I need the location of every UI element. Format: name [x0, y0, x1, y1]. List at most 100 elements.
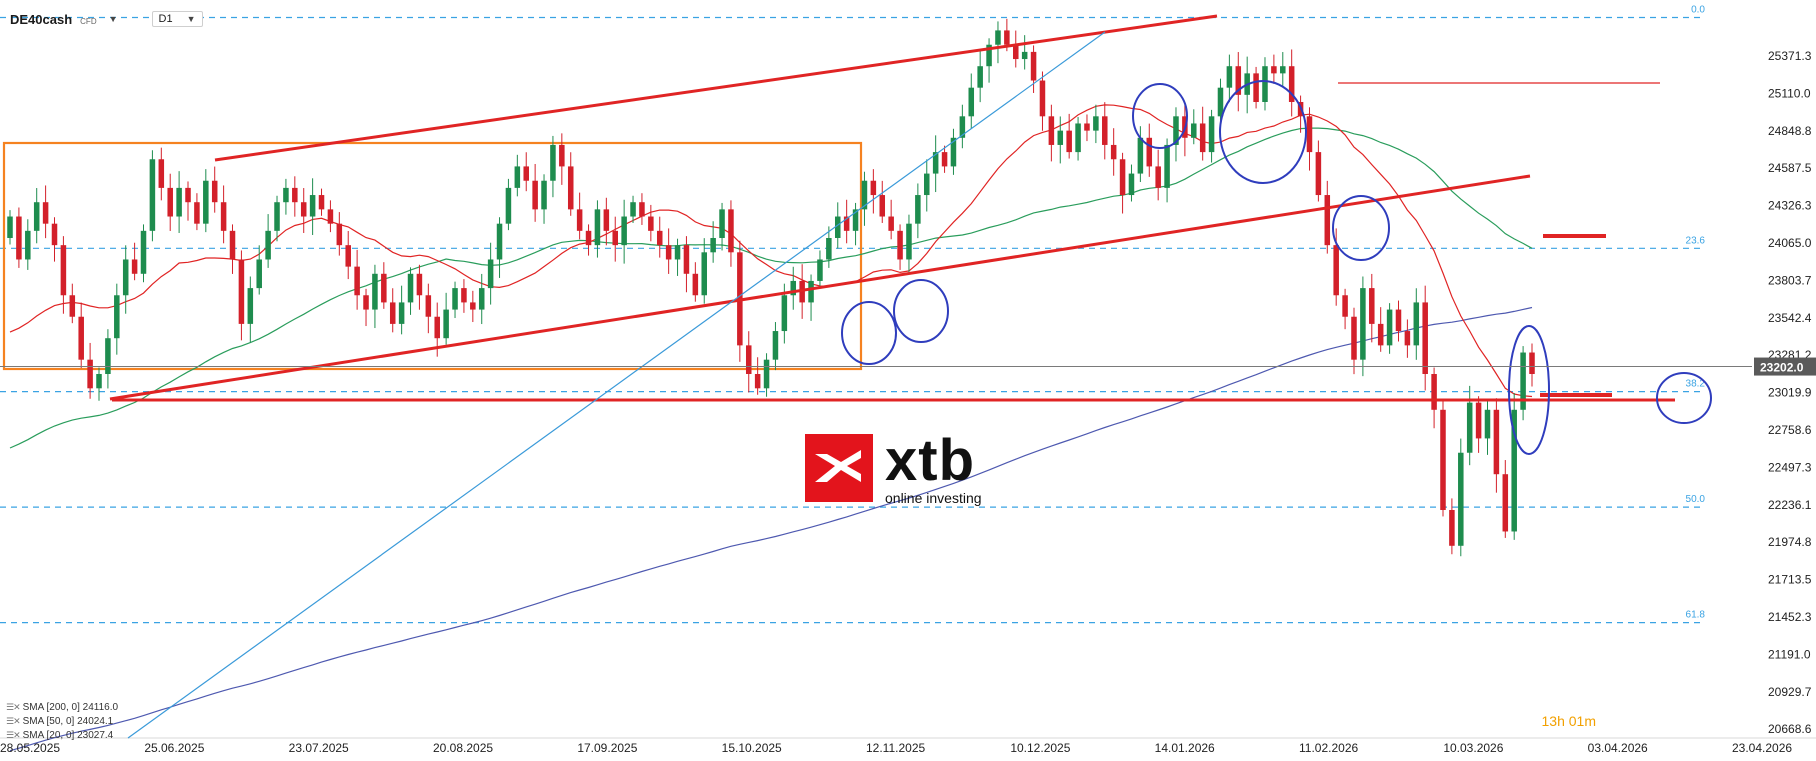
candle-body: [309, 195, 316, 217]
time-tick-label: 25.06.2025: [144, 741, 204, 755]
candle-body: [701, 252, 708, 296]
candle-body: [167, 187, 173, 217]
candle-body: [968, 87, 975, 117]
candle-body: [425, 295, 432, 317]
candle-body: [69, 295, 76, 317]
highlight-ellipse: [841, 301, 897, 365]
candle-body: [470, 302, 476, 310]
candle-body: [345, 245, 351, 267]
candle-body: [1404, 331, 1411, 346]
price-tick-label: 22236.1: [1768, 498, 1812, 512]
consolidation-box: [2, 141, 863, 371]
candle-body: [194, 202, 200, 224]
candle-body: [906, 223, 912, 260]
candle-body: [131, 259, 138, 274]
candle-body: [648, 216, 654, 231]
candle-body: [211, 180, 218, 203]
price-tick-label: 24326.3: [1768, 199, 1812, 213]
fibonacci-levels: 0.0 23.6 38.2 50.0 61.8: [0, 5, 1706, 624]
time-tick-label: 20.08.2025: [433, 741, 493, 755]
candle-body: [292, 187, 298, 203]
candle-body: [745, 345, 752, 374]
price-tick-label: 25110.0: [1768, 86, 1811, 100]
candle-body: [852, 209, 859, 231]
candle-body: [1377, 323, 1384, 346]
candle-body: [1004, 30, 1010, 45]
candle-body: [888, 216, 894, 231]
candle-body: [665, 245, 672, 260]
candle-body: [389, 302, 396, 324]
candle-body: [790, 280, 797, 296]
candle-body: [434, 316, 440, 339]
candle-body: [363, 295, 369, 310]
candle-body: [1262, 66, 1268, 102]
candle-body: [1511, 409, 1517, 532]
symbol-tag: CFD: [80, 16, 97, 26]
candle-body: [416, 273, 423, 296]
menu-close-icon[interactable]: ☰✕: [6, 715, 21, 726]
candle-body: [87, 359, 93, 389]
candle-body: [576, 209, 583, 231]
candle-body: [621, 216, 627, 246]
candle-body: [158, 159, 165, 188]
legend-label: SMA [50, 0] 24024.1: [22, 715, 114, 727]
candle-body: [203, 180, 209, 224]
candle-body: [1235, 66, 1242, 95]
price-tick-label: 21452.3: [1768, 610, 1812, 624]
candle-body: [1351, 316, 1357, 360]
candle-body: [229, 230, 236, 260]
candle-body: [1288, 66, 1295, 102]
candle-body: [1119, 159, 1126, 196]
current-price-badge: [1754, 357, 1816, 376]
candle-body: [941, 152, 948, 167]
price-tick-label: 24065.0: [1768, 236, 1812, 250]
candle-body: [256, 259, 262, 289]
candle-body: [630, 202, 636, 217]
candle-body: [1369, 288, 1375, 324]
candle-body: [959, 116, 966, 138]
candle-body: [1057, 130, 1064, 145]
candle-body: [407, 273, 414, 303]
moving-averages: [9, 104, 1533, 752]
legend-item[interactable]: ☰✕ SMA [20, 0] 23027.4: [6, 728, 118, 742]
candle-body: [274, 202, 280, 231]
candle-body: [603, 209, 610, 231]
candle-body: [122, 259, 129, 296]
time-axis: 28.05.2025 25.06.2025 23.07.2025 20.08.2025…: [0, 741, 1792, 755]
highlight-ellipse: [1132, 83, 1188, 149]
candle-body: [1440, 409, 1446, 510]
candlesticks: [7, 18, 1535, 557]
candle-body: [336, 223, 343, 246]
candle-body: [1199, 123, 1206, 153]
candle-body: [977, 66, 983, 88]
candle-body: [1271, 66, 1277, 74]
chevron-down-icon[interactable]: ▼: [108, 14, 118, 24]
candle-body: [1021, 51, 1028, 60]
candle-body: [140, 230, 147, 274]
menu-close-icon[interactable]: ☰✕: [6, 701, 21, 712]
candle-body: [932, 152, 939, 174]
symbol-name[interactable]: DE40cash: [10, 11, 73, 27]
candle-body: [639, 202, 645, 217]
fibonacci-label: 38.2: [1686, 379, 1706, 390]
timeframe-selector[interactable]: D1 ▼: [151, 11, 203, 27]
time-tick-label: 23.04.2026: [1732, 741, 1792, 755]
chevron-down-icon: ▼: [186, 14, 196, 24]
legend-item[interactable]: ☰✕ SMA [50, 0] 24024.1: [6, 714, 118, 728]
sma-50-line: [9, 127, 1533, 449]
candle-body: [1208, 116, 1215, 153]
legend-item[interactable]: ☰✕ SMA [200, 0] 24116.0: [6, 700, 118, 714]
candle-body: [754, 373, 761, 389]
candle-body: [1458, 452, 1464, 546]
candle-body: [1449, 509, 1455, 546]
candle-body: [1066, 130, 1072, 153]
candle-body: [523, 166, 529, 181]
time-tick-label: 03.04.2026: [1588, 741, 1648, 755]
legend-label: SMA [20, 0] 23027.4: [22, 729, 114, 741]
candle-body: [398, 302, 405, 324]
candle-body: [25, 230, 31, 260]
highlight-ellipse: [1332, 195, 1390, 261]
candle-body: [594, 209, 601, 246]
menu-close-icon[interactable]: ☰✕: [6, 729, 21, 740]
